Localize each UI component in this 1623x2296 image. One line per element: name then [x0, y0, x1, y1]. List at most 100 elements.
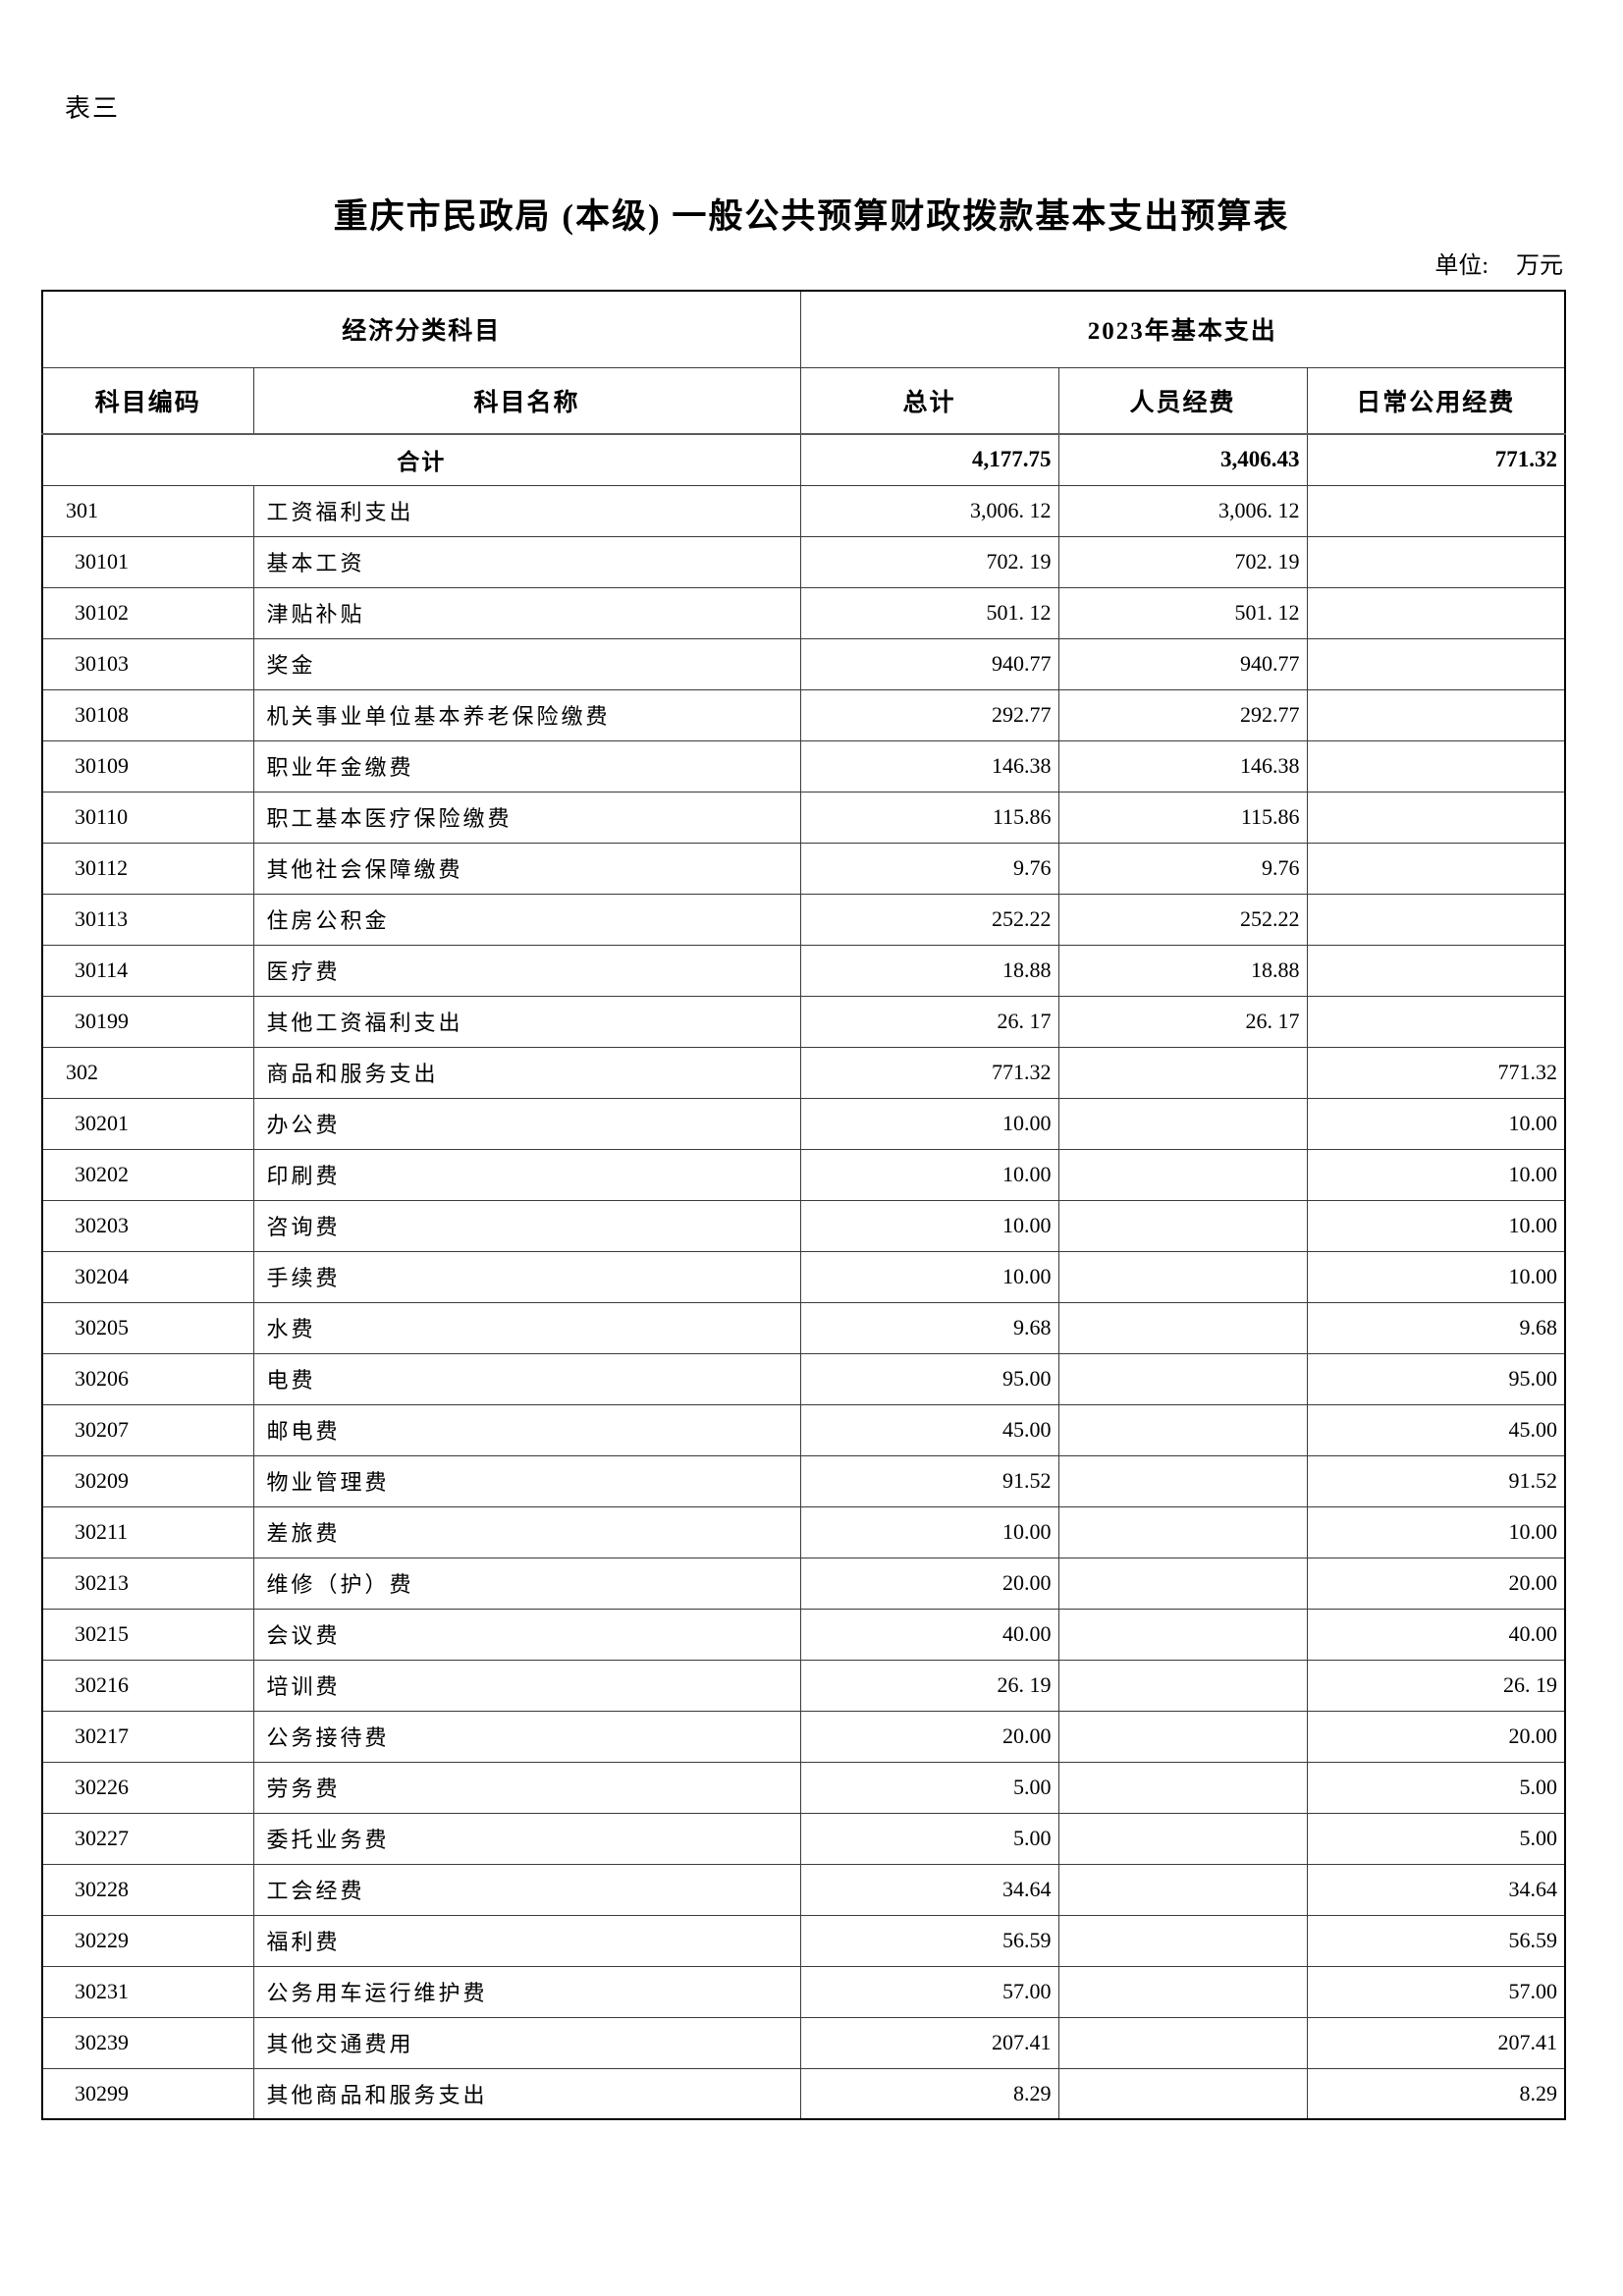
total-cell: 10.00: [799, 1199, 1059, 1252]
table-row: 30299 其他商品和服务支出 8.29 8.29: [41, 2067, 1566, 2120]
grand-total-personnel-cell: 3,406.43: [1057, 433, 1308, 486]
code-cell: 30205: [41, 1301, 254, 1354]
name-cell: 培训费: [252, 1659, 801, 1712]
name-cell: 机关事业单位基本养老保险缴费: [252, 688, 801, 741]
daily-cell: [1306, 995, 1566, 1048]
table-body: 合计 4,177.75 3,406.43 771.32 301 工资福利支出 3…: [41, 433, 1566, 2120]
table-row: 30215 会议费 40.00 40.00: [41, 1608, 1566, 1661]
code-cell: 30207: [41, 1403, 254, 1456]
name-cell: 水费: [252, 1301, 801, 1354]
daily-cell: 95.00: [1306, 1352, 1566, 1405]
table-row: 30108 机关事业单位基本养老保险缴费 292.77 292.77: [41, 688, 1566, 741]
table-row: 30217 公务接待费 20.00 20.00: [41, 1710, 1566, 1763]
col-header-subject-code: 科目编码: [41, 366, 254, 435]
personnel-cell: [1057, 1403, 1308, 1456]
daily-cell: [1306, 688, 1566, 741]
daily-cell: 10.00: [1306, 1199, 1566, 1252]
name-cell: 其他工资福利支出: [252, 995, 801, 1048]
name-cell: 劳务费: [252, 1761, 801, 1814]
total-cell: 18.88: [799, 944, 1059, 997]
total-cell: 501. 12: [799, 586, 1059, 639]
daily-cell: 20.00: [1306, 1710, 1566, 1763]
name-cell: 职业年金缴费: [252, 739, 801, 793]
total-cell: 56.59: [799, 1914, 1059, 1967]
name-cell: 奖金: [252, 637, 801, 690]
total-cell: 95.00: [799, 1352, 1059, 1405]
grand-total-row: 合计 4,177.75 3,406.43 771.32: [41, 433, 1566, 486]
code-cell: 30299: [41, 2067, 254, 2120]
code-cell: 30101: [41, 535, 254, 588]
table-row: 30113 住房公积金 252.22 252.22: [41, 893, 1566, 946]
col-header-subject-name: 科目名称: [252, 366, 801, 435]
daily-cell: 10.00: [1306, 1505, 1566, 1558]
name-cell: 基本工资: [252, 535, 801, 588]
total-cell: 3,006. 12: [799, 484, 1059, 537]
name-cell: 维修（护）费: [252, 1557, 801, 1610]
page-title: 重庆市民政局 (本级) 一般公共预算财政拨款基本支出预算表: [333, 197, 1290, 236]
daily-cell: 20.00: [1306, 1557, 1566, 1610]
name-cell: 职工基本医疗保险缴费: [252, 791, 801, 844]
table-row: 30205 水费 9.68 9.68: [41, 1301, 1566, 1354]
code-cell: 30239: [41, 2016, 254, 2069]
name-cell: 印刷费: [252, 1148, 801, 1201]
table-row: 30199 其他工资福利支出 26. 17 26. 17: [41, 995, 1566, 1048]
daily-cell: 10.00: [1306, 1148, 1566, 1201]
name-cell: 福利费: [252, 1914, 801, 1967]
name-cell: 办公费: [252, 1097, 801, 1150]
total-cell: 26. 17: [799, 995, 1059, 1048]
personnel-cell: 501. 12: [1057, 586, 1308, 639]
name-cell: 物业管理费: [252, 1454, 801, 1507]
name-cell: 工资福利支出: [252, 484, 801, 537]
name-cell: 手续费: [252, 1250, 801, 1303]
table-row: 30110 职工基本医疗保险缴费 115.86 115.86: [41, 791, 1566, 844]
code-cell: 30228: [41, 1863, 254, 1916]
daily-cell: [1306, 637, 1566, 690]
table-row: 30207 邮电费 45.00 45.00: [41, 1403, 1566, 1456]
name-cell: 其他交通费用: [252, 2016, 801, 2069]
personnel-cell: [1057, 1914, 1308, 1967]
name-cell: 住房公积金: [252, 893, 801, 946]
grand-total-total-cell: 4,177.75: [799, 433, 1059, 486]
personnel-cell: 26. 17: [1057, 995, 1308, 1048]
total-cell: 10.00: [799, 1250, 1059, 1303]
personnel-cell: [1057, 1199, 1308, 1252]
personnel-cell: [1057, 1965, 1308, 2018]
name-cell: 会议费: [252, 1608, 801, 1661]
daily-cell: [1306, 739, 1566, 793]
personnel-cell: [1057, 1557, 1308, 1610]
name-cell: 商品和服务支出: [252, 1046, 801, 1099]
table-header: 经济分类科目 2023年基本支出 科目编码 科目名称 总计 人员经费 日常公用经…: [41, 290, 1566, 435]
table-row: 30101 基本工资 702. 19 702. 19: [41, 535, 1566, 588]
table-row: 30211 差旅费 10.00 10.00: [41, 1505, 1566, 1558]
personnel-cell: 18.88: [1057, 944, 1308, 997]
unit-value: 万元: [1516, 253, 1563, 279]
personnel-cell: [1057, 1148, 1308, 1201]
total-cell: 702. 19: [799, 535, 1059, 588]
personnel-cell: 115.86: [1057, 791, 1308, 844]
table-row: 302 商品和服务支出 771.32 771.32: [41, 1046, 1566, 1099]
daily-cell: [1306, 893, 1566, 946]
table-row: 30231 公务用车运行维护费 57.00 57.00: [41, 1965, 1566, 2018]
personnel-cell: [1057, 1710, 1308, 1763]
daily-cell: [1306, 791, 1566, 844]
total-cell: 252.22: [799, 893, 1059, 946]
daily-cell: 26. 19: [1306, 1659, 1566, 1712]
daily-cell: 56.59: [1306, 1914, 1566, 1967]
daily-cell: 57.00: [1306, 1965, 1566, 2018]
name-cell: 公务用车运行维护费: [252, 1965, 801, 2018]
personnel-cell: [1057, 1097, 1308, 1150]
budget-table: 经济分类科目 2023年基本支出 科目编码 科目名称 总计 人员经费 日常公用经…: [41, 290, 1567, 2120]
daily-cell: 5.00: [1306, 1812, 1566, 1865]
personnel-cell: [1057, 1454, 1308, 1507]
personnel-cell: [1057, 2016, 1308, 2069]
total-cell: 146.38: [799, 739, 1059, 793]
table-row: 30204 手续费 10.00 10.00: [41, 1250, 1566, 1303]
table-row: 30227 委托业务费 5.00 5.00: [41, 1812, 1566, 1865]
personnel-cell: 940.77: [1057, 637, 1308, 690]
table-row: 30102 津贴补贴 501. 12 501. 12: [41, 586, 1566, 639]
personnel-cell: 252.22: [1057, 893, 1308, 946]
table-row: 30201 办公费 10.00 10.00: [41, 1097, 1566, 1150]
total-cell: 34.64: [799, 1863, 1059, 1916]
grand-total-daily-cell: 771.32: [1306, 433, 1566, 486]
